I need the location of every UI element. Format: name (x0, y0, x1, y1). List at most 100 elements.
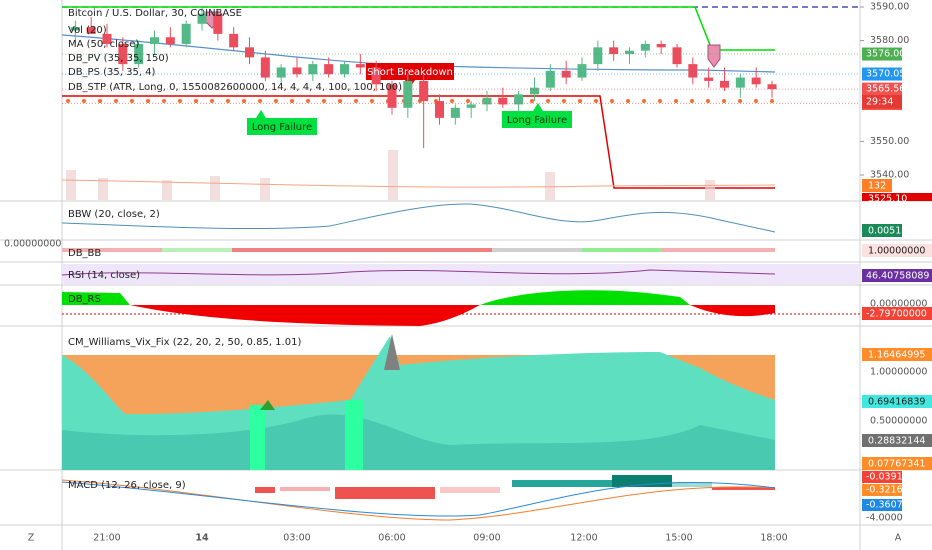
axis-label: 0.50000000 (870, 416, 927, 427)
candle-body (86, 27, 96, 34)
annotation: Long Failure (252, 122, 312, 133)
candle-body (355, 64, 365, 68)
axis-label: 1.00000000 (870, 367, 927, 378)
annotation: Short Breakdown (367, 67, 453, 78)
pane-title: DB_BB (68, 248, 101, 259)
pane-title: BBW (20, close, 2) (68, 209, 160, 220)
price-tick-label: 3550.00 (870, 136, 909, 147)
low-box (862, 193, 932, 201)
candle-body (260, 57, 270, 78)
candle-body (387, 84, 397, 108)
candle-body (181, 23, 191, 44)
corner-icon[interactable]: Z (28, 533, 35, 544)
candle-body (403, 80, 413, 108)
pane-title: RSI (14, close) (68, 270, 140, 281)
time-label: 15:00 (665, 533, 692, 544)
candle-body (751, 77, 761, 85)
axis-label: 0.28832144 (868, 436, 925, 447)
candle-body (530, 87, 539, 95)
countdown-box (862, 95, 902, 108)
candle-body (656, 43, 666, 48)
candle-body (767, 84, 777, 90)
candle-body (593, 47, 603, 65)
candle-body (609, 47, 619, 55)
time-label: 18:00 (760, 533, 787, 544)
candle-body (229, 33, 239, 48)
candle-body (688, 64, 698, 78)
volume-box (862, 179, 892, 192)
candle-body (482, 97, 492, 105)
axis-label: -0.3216 (866, 485, 903, 496)
indicator-label: DB_PS (35, 35, 4) (68, 67, 156, 78)
candle-body (213, 13, 223, 34)
price-marker-label: 3576.00 (866, 49, 905, 60)
annotation: Long Failure (507, 115, 567, 126)
price-tick-label: 3590.00 (870, 2, 909, 13)
countdown: 29:34 (866, 97, 893, 108)
macd-axis: -0.0391 -0.3216 -0.3607 -4.0000 (862, 471, 903, 524)
candle-body (371, 67, 381, 85)
rsi-band (62, 264, 860, 284)
value-box (862, 269, 932, 282)
candle-body (197, 13, 207, 24)
price-tick-label: 3580.00 (870, 35, 909, 46)
pane-value: 0.0051 (868, 226, 901, 237)
indicator-label: MA (50, close) (68, 39, 139, 50)
indicator-label: Vol (20) (68, 25, 107, 36)
pane-value: 46.40758089 (866, 271, 929, 282)
axis-label: -0.3607 (866, 500, 903, 511)
pane-title: DB_RS (68, 294, 101, 305)
candle-body (514, 94, 524, 105)
time-label: 14 (195, 533, 209, 544)
pane-title: CM_Williams_Vix_Fix (22, 20, 2, 50, 0.85… (68, 337, 301, 348)
candle-body (102, 33, 112, 44)
candle-body (498, 97, 508, 105)
pane-value: 1.00000000 (868, 246, 925, 257)
indicator-label: DB_PV (35, 35, 150) (68, 53, 169, 64)
candle-body (640, 43, 650, 51)
price-marker (862, 67, 902, 81)
candle-body (245, 47, 254, 58)
time-axis: 21:00 14 03:00 06:00 09:00 12:00 15:00 18:00 (93, 533, 787, 544)
candle-body (450, 107, 460, 118)
candle-body (577, 64, 587, 78)
time-label: 03:00 (283, 533, 310, 544)
axis-label: 0.00000000 (870, 299, 927, 310)
axis-label: 1.16464995 (868, 350, 925, 361)
volume-label: 132 (868, 181, 886, 192)
value-box (862, 224, 902, 237)
price-marker (862, 47, 902, 61)
candle-body (292, 67, 302, 75)
candle-body (704, 77, 714, 81)
candle-body (466, 104, 476, 108)
candle-body (70, 27, 80, 31)
candle-body (165, 37, 175, 44)
vix-axis: 1.16464995 1.00000000 0.69416839 0.50000… (862, 348, 932, 470)
candle-body (435, 101, 444, 118)
value-box (862, 307, 932, 320)
corner-icon[interactable]: A (895, 533, 902, 544)
indicator-label: DB_STP (ATR, Long, 0, 1550082600000, 14,… (68, 82, 402, 93)
time-label: 12:00 (570, 533, 597, 544)
chart-title: Bitcoin / U.S. Dollar, 30, COINBASE (68, 8, 242, 19)
price-marker (862, 82, 902, 96)
time-label: 06:00 (378, 533, 405, 544)
value-box (862, 244, 932, 257)
axis-label: 0.69416839 (868, 397, 925, 408)
candle-body (672, 47, 682, 65)
candle-body (308, 64, 318, 75)
candle-body (276, 67, 286, 78)
candle-body (324, 64, 334, 75)
axis-label: -4.0000 (866, 513, 903, 524)
candle-body (419, 80, 429, 102)
candle-body (134, 43, 144, 65)
candle-body (340, 64, 349, 75)
macd-hist (255, 475, 775, 499)
axis-label: 0.07767341 (868, 459, 925, 470)
time-label: 09:00 (473, 533, 500, 544)
time-label: 21:00 (93, 533, 120, 544)
candle-body (720, 80, 729, 88)
db-bb-bar (62, 248, 775, 252)
candle-body (735, 77, 745, 88)
